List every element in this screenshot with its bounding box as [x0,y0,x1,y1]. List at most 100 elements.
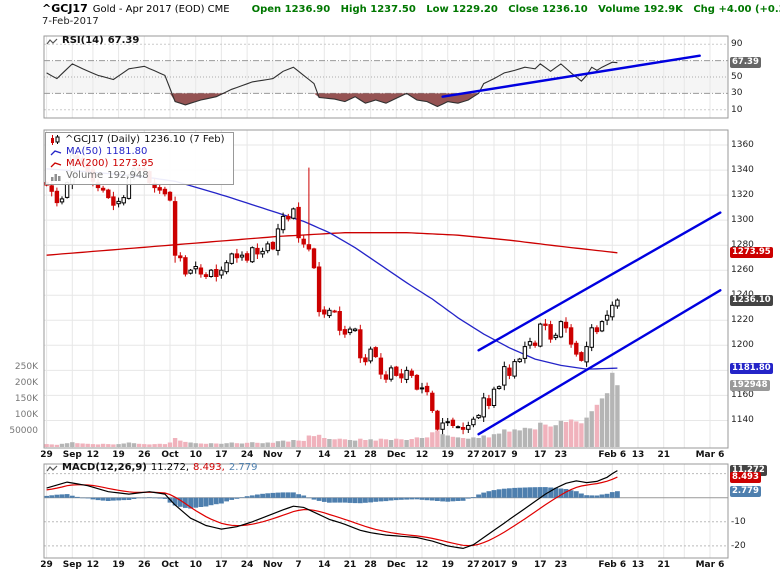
volume-axis-tick: 200K [14,378,38,388]
candle [558,320,564,339]
macd-histogram-bar [537,487,543,498]
candle [219,266,224,279]
value-label-192948: 192948 [730,379,770,391]
macd-histogram-bar [435,497,440,501]
gridlines [44,36,728,558]
x-axis-label: Nov [263,560,283,570]
price-trendline [477,211,722,352]
rsi-legend-value: 67.39 [107,35,140,46]
volume-bar [208,443,214,447]
macd-histogram-bar [291,492,296,498]
volume-bar [157,443,162,447]
x-axis-label: 27 [467,450,480,460]
x-axis-label: 12 [415,450,429,460]
candle [404,366,409,384]
candle [471,416,476,428]
volume-bar [270,442,276,447]
rsi-axis-tick: 90 [731,39,743,50]
macd-histogram-bar [532,487,538,498]
macd-histogram-bar [609,492,615,498]
macd-histogram-bar [373,497,379,502]
macd-histogram-bar [260,493,265,498]
rsi-axis-tick: 50 [731,72,743,82]
x-axis-label: Sep [62,450,82,460]
candle [301,235,306,248]
candle [311,247,317,269]
volume-bar [347,440,353,447]
volume-bar [383,439,389,447]
quote-change-label: Chg [693,4,715,15]
x-axis-label: 26 [138,450,151,460]
x-axis-label: 9 [511,560,518,570]
volume-bar [198,443,204,447]
candle [532,340,538,348]
macd-histogram-bar [75,496,80,498]
volume-bar [466,438,471,447]
candle [568,324,574,348]
macd-histogram-bar [471,497,476,498]
macd-histogram-bar [255,494,260,498]
macd-histogram-bar [604,493,610,498]
macd-histogram-bar [311,497,317,500]
price-axis-tick: 1360 [731,140,754,151]
volume-bar [378,438,384,447]
macd-histogram-bar [44,495,49,498]
x-axis-label: 7 [295,560,302,570]
volume-bar [239,443,245,447]
candle [399,368,404,383]
volume-bar [589,411,594,447]
volume-bar [327,439,332,447]
volume-bar [538,422,543,447]
macd-histogram-bar [419,497,425,500]
ma200-legend-value: 1273.95 [112,158,154,169]
macd-histogram-bar [363,497,368,503]
volume-bar [311,436,317,447]
candle [604,310,610,326]
macd-value: 11.272, [150,462,190,473]
macd-histogram-bar [234,497,240,499]
volume-bar [234,443,240,447]
volume-bar [95,444,101,447]
macd-histogram-bar [249,495,255,498]
chart-header: ^GCJ17 Gold - Apr 2017 (EOD) CME Open 12… [42,2,780,27]
candle [563,317,569,333]
rsi-legend: RSI(14) 67.39 [46,35,139,47]
line-icon [50,161,62,167]
macd-histogram-bar [69,495,75,498]
candle [198,264,204,278]
macd-histogram-bar [512,487,517,498]
ma50-line [46,168,618,370]
macd-histogram-bar [265,493,271,498]
macd-histogram-bar [111,497,116,501]
candle [270,241,276,251]
main-panel-border [43,129,729,449]
macd-histogram-bar [388,497,394,501]
volume-bars-icon [51,173,61,181]
x-axis-label: 2017 [481,450,507,460]
macd-histogram-bar [414,497,420,500]
ma50-legend-value: 1181.80 [106,146,148,157]
volume-bar [342,439,348,447]
candle [157,183,162,194]
volume-bar [445,435,450,447]
candle [450,417,456,428]
candle [306,167,312,252]
candle [383,371,389,383]
quote-open: Open 1236.90 [252,4,331,15]
quote-low: Low 1229.20 [426,4,498,15]
quote-volume-label: Volume [598,4,640,15]
x-axis-label: 10 [189,560,202,570]
volume-bar [399,439,404,447]
candle [255,243,260,259]
x-axis-label: Sep [62,560,82,570]
candle [414,374,420,391]
macd-histogram-bar [429,497,435,501]
candle [234,248,240,263]
volume-bar [522,427,528,447]
price-axis-tick: 1220 [731,315,754,326]
macd-histogram-bar [332,497,337,503]
candle [574,340,579,357]
x-axis-label: 23 [554,450,568,460]
macd-histogram-bar [327,497,332,503]
macd-histogram-bar [579,493,584,498]
